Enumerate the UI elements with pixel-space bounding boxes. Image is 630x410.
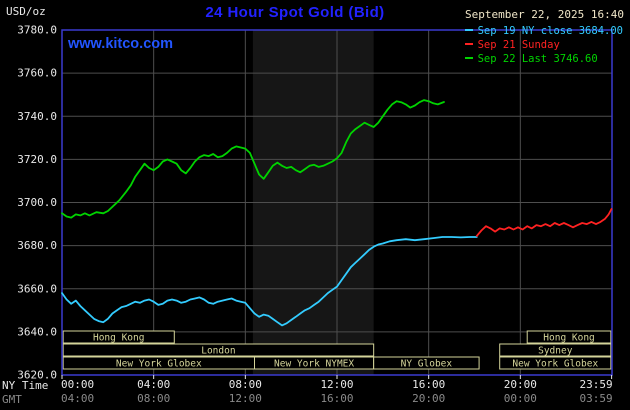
- x-axis-ny-time-label: NY Time: [2, 379, 49, 392]
- session-box: [526, 330, 612, 344]
- session-box: [62, 343, 375, 357]
- session-label: New York Globex: [512, 359, 598, 370]
- session-label: Hong Kong: [93, 333, 144, 344]
- kitco-link[interactable]: www.kitco.com: [68, 36, 174, 52]
- y-axis-unit-label: USD/oz: [6, 5, 46, 18]
- x-axis-gmt-label: GMT: [2, 393, 22, 406]
- legend: Sep 19 NY close 3684.00 Sep 21 Sunday Sep …: [464, 25, 623, 66]
- y-tick-label: 3760.0: [17, 67, 57, 80]
- session-label: NY Globex: [401, 359, 453, 370]
- y-tick-label: 3740.0: [17, 110, 57, 123]
- x-tick-label-ny: 12:00: [320, 378, 353, 391]
- x-tick-label-ny: 08:00: [229, 378, 262, 391]
- legend-label: Sep 21 Sunday: [477, 39, 560, 51]
- y-tick-label: 3620.0: [17, 369, 57, 382]
- legend-marker: [464, 29, 473, 31]
- session-label: New York Globex: [116, 359, 202, 370]
- session-label: Sydney: [538, 346, 573, 357]
- legend-item: Sep 19 NY close 3684.00: [464, 25, 623, 38]
- x-tick-label-gmt: 04:00: [61, 392, 94, 405]
- session-label: New York NYMEX: [274, 359, 354, 370]
- y-tick-label: 3680.0: [17, 239, 57, 252]
- session-box: [499, 356, 612, 370]
- series-line-sep22-today: [61, 99, 445, 219]
- x-tick-label-gmt: 16:00: [320, 392, 353, 405]
- chart-title: 24 Hour Spot Gold (Bid): [205, 4, 385, 21]
- x-tick-label-gmt: 00:00: [504, 392, 537, 405]
- y-tick-label: 3640.0: [17, 325, 57, 338]
- legend-marker: [464, 43, 473, 45]
- y-tick-label: 3780.0: [17, 24, 57, 37]
- x-tick-label-ny: 04:00: [137, 378, 170, 391]
- legend-item: Sep 22 Last 3746.60: [464, 53, 598, 66]
- x-tick-label-ny: 00:00: [61, 378, 94, 391]
- chart-datetime: September 22, 2025 16:40: [465, 8, 624, 21]
- x-tick-label-ny: 20:00: [504, 378, 537, 391]
- y-tick-label: 3720.0: [17, 153, 57, 166]
- session-label: London: [201, 346, 235, 357]
- y-tick-label: 3660.0: [17, 282, 57, 295]
- series-line-sep19-ny-close: [61, 236, 478, 327]
- legend-label: Sep 19 NY close 3684.00: [477, 25, 623, 37]
- x-tick-label-ny: 16:00: [412, 378, 445, 391]
- session-box: [62, 330, 175, 344]
- legend-label: Sep 22 Last 3746.60: [477, 53, 598, 65]
- x-tick-label-gmt: 12:00: [229, 392, 262, 405]
- x-tick-label-gmt: 08:00: [137, 392, 170, 405]
- session-box: [499, 343, 612, 357]
- series-line-sep21-sunday: [475, 208, 613, 237]
- legend-item: Sep 21 Sunday: [464, 39, 560, 52]
- session-label: Hong Kong: [543, 333, 594, 344]
- legend-marker: [464, 57, 473, 59]
- y-tick-label: 3700.0: [17, 196, 57, 209]
- session-box: [373, 356, 480, 370]
- x-tick-label-gmt: 20:00: [412, 392, 445, 405]
- x-tick-label-gmt: 03:59: [579, 392, 612, 405]
- x-tick-label-ny: 23:59: [579, 378, 612, 391]
